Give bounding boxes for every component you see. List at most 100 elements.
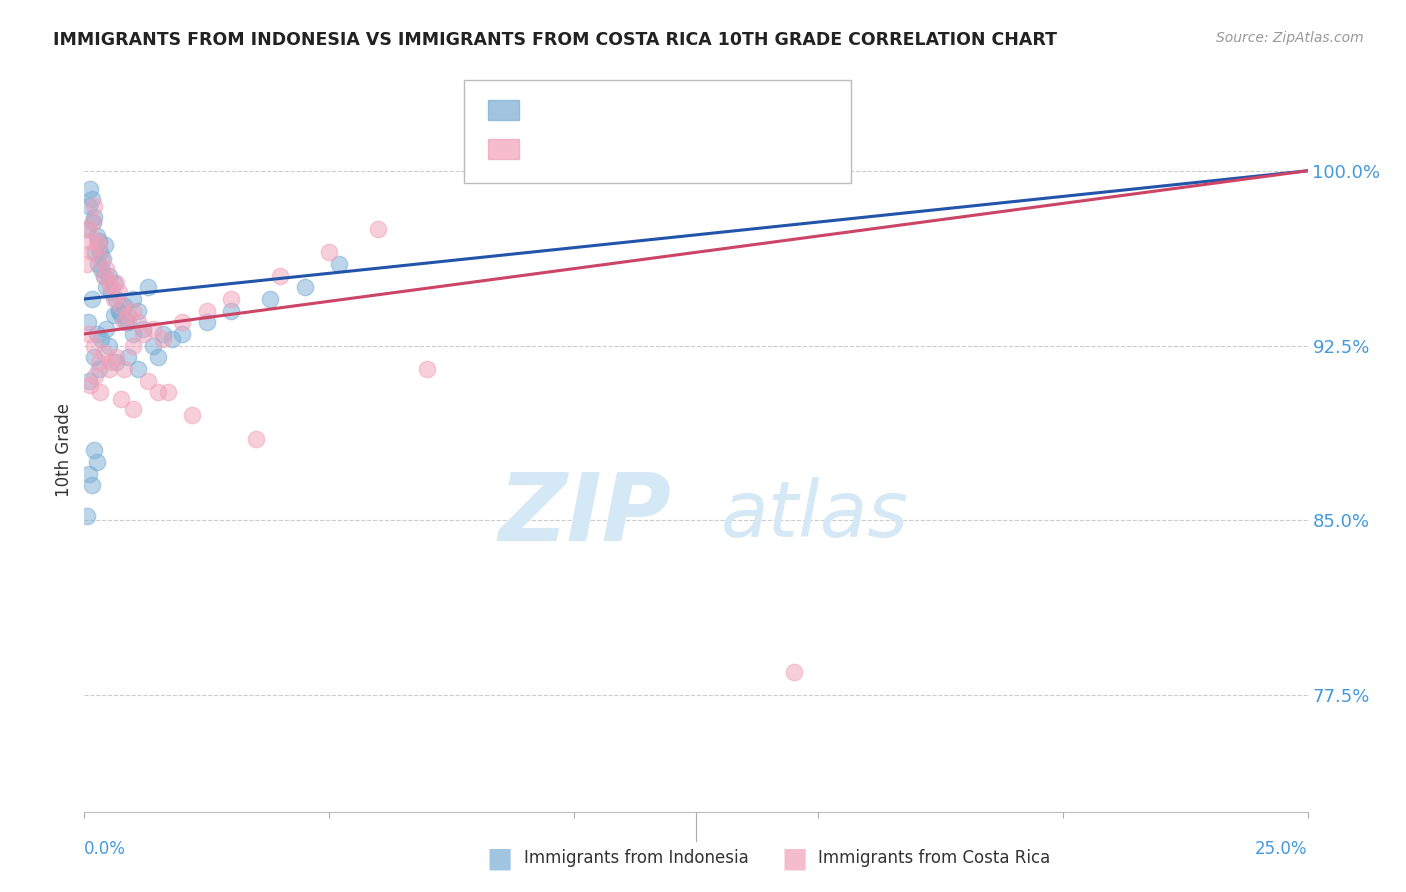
Point xyxy=(86,326,108,341)
Point xyxy=(152,326,174,341)
Point xyxy=(77,234,100,248)
Point xyxy=(96,280,118,294)
Point xyxy=(87,257,110,271)
Point xyxy=(294,280,316,294)
Point xyxy=(172,326,194,341)
Text: ■: ■ xyxy=(486,844,512,872)
Point xyxy=(146,385,169,400)
Point xyxy=(93,345,115,359)
Point xyxy=(156,385,179,400)
Point xyxy=(103,292,125,306)
Point xyxy=(79,378,101,392)
Point xyxy=(195,315,218,329)
Point xyxy=(90,261,112,276)
Point xyxy=(107,303,129,318)
Point xyxy=(181,409,204,423)
Point xyxy=(112,362,135,376)
Point xyxy=(142,322,165,336)
Point xyxy=(76,222,98,236)
Point xyxy=(127,362,149,376)
Text: ■: ■ xyxy=(782,844,807,872)
Point xyxy=(127,303,149,318)
Point xyxy=(77,315,100,329)
Point xyxy=(77,374,100,388)
Point xyxy=(142,338,165,352)
Point xyxy=(79,182,101,196)
Point xyxy=(84,245,107,260)
Point xyxy=(100,285,122,299)
Point xyxy=(100,280,122,294)
Text: ZIP: ZIP xyxy=(499,469,672,561)
Point xyxy=(76,257,98,271)
Point xyxy=(97,268,120,283)
Point xyxy=(103,276,125,290)
Text: 25.0%: 25.0% xyxy=(1256,839,1308,858)
Point xyxy=(110,299,132,313)
Point xyxy=(89,385,111,400)
Y-axis label: 10th Grade: 10th Grade xyxy=(55,403,73,498)
Point xyxy=(77,467,100,481)
Point xyxy=(94,238,117,252)
Point xyxy=(259,292,281,306)
Point xyxy=(117,315,139,329)
Point xyxy=(80,478,103,492)
Point xyxy=(105,355,128,369)
Point xyxy=(97,338,120,352)
Point xyxy=(87,234,110,248)
Point xyxy=(90,332,112,346)
Point xyxy=(115,315,138,329)
Point xyxy=(86,229,108,244)
Point xyxy=(83,443,105,458)
Point xyxy=(416,362,439,376)
Point xyxy=(86,455,108,469)
Point xyxy=(105,276,128,290)
Point xyxy=(96,261,118,276)
Point xyxy=(112,299,135,313)
Point xyxy=(328,257,350,271)
Point xyxy=(122,326,145,341)
Point xyxy=(76,508,98,523)
Text: Immigrants from Costa Rica: Immigrants from Costa Rica xyxy=(818,849,1050,867)
Point xyxy=(122,292,145,306)
Point xyxy=(127,315,149,329)
Point xyxy=(105,292,128,306)
Point xyxy=(86,234,108,248)
Point xyxy=(83,338,105,352)
Point xyxy=(136,280,159,294)
Point xyxy=(117,350,139,364)
Point xyxy=(82,215,104,229)
Point xyxy=(87,362,110,376)
Point xyxy=(152,332,174,346)
Point xyxy=(91,252,114,267)
Point xyxy=(97,362,120,376)
Text: Source: ZipAtlas.com: Source: ZipAtlas.com xyxy=(1216,31,1364,45)
Point xyxy=(90,252,112,267)
Point xyxy=(107,303,129,318)
Point xyxy=(77,199,100,213)
Text: 0.0%: 0.0% xyxy=(84,839,127,858)
Point xyxy=(105,350,128,364)
Point xyxy=(87,238,110,252)
Point xyxy=(132,326,155,341)
Point xyxy=(122,401,145,416)
Point xyxy=(82,215,104,229)
Point xyxy=(112,315,135,329)
Point xyxy=(162,332,184,346)
Point xyxy=(122,338,145,352)
Point xyxy=(172,315,194,329)
Point xyxy=(117,308,139,322)
Point xyxy=(93,268,115,283)
Point xyxy=(77,222,100,236)
Text: R = 0.278   N = 51: R = 0.278 N = 51 xyxy=(533,140,703,158)
Point xyxy=(318,245,340,260)
Point xyxy=(245,432,267,446)
Point xyxy=(110,392,132,407)
Point xyxy=(783,665,806,679)
Point xyxy=(122,303,145,318)
Point xyxy=(219,292,242,306)
Point xyxy=(83,350,105,364)
Point xyxy=(100,355,122,369)
Point xyxy=(96,322,118,336)
Point xyxy=(219,303,242,318)
Point xyxy=(107,285,129,299)
